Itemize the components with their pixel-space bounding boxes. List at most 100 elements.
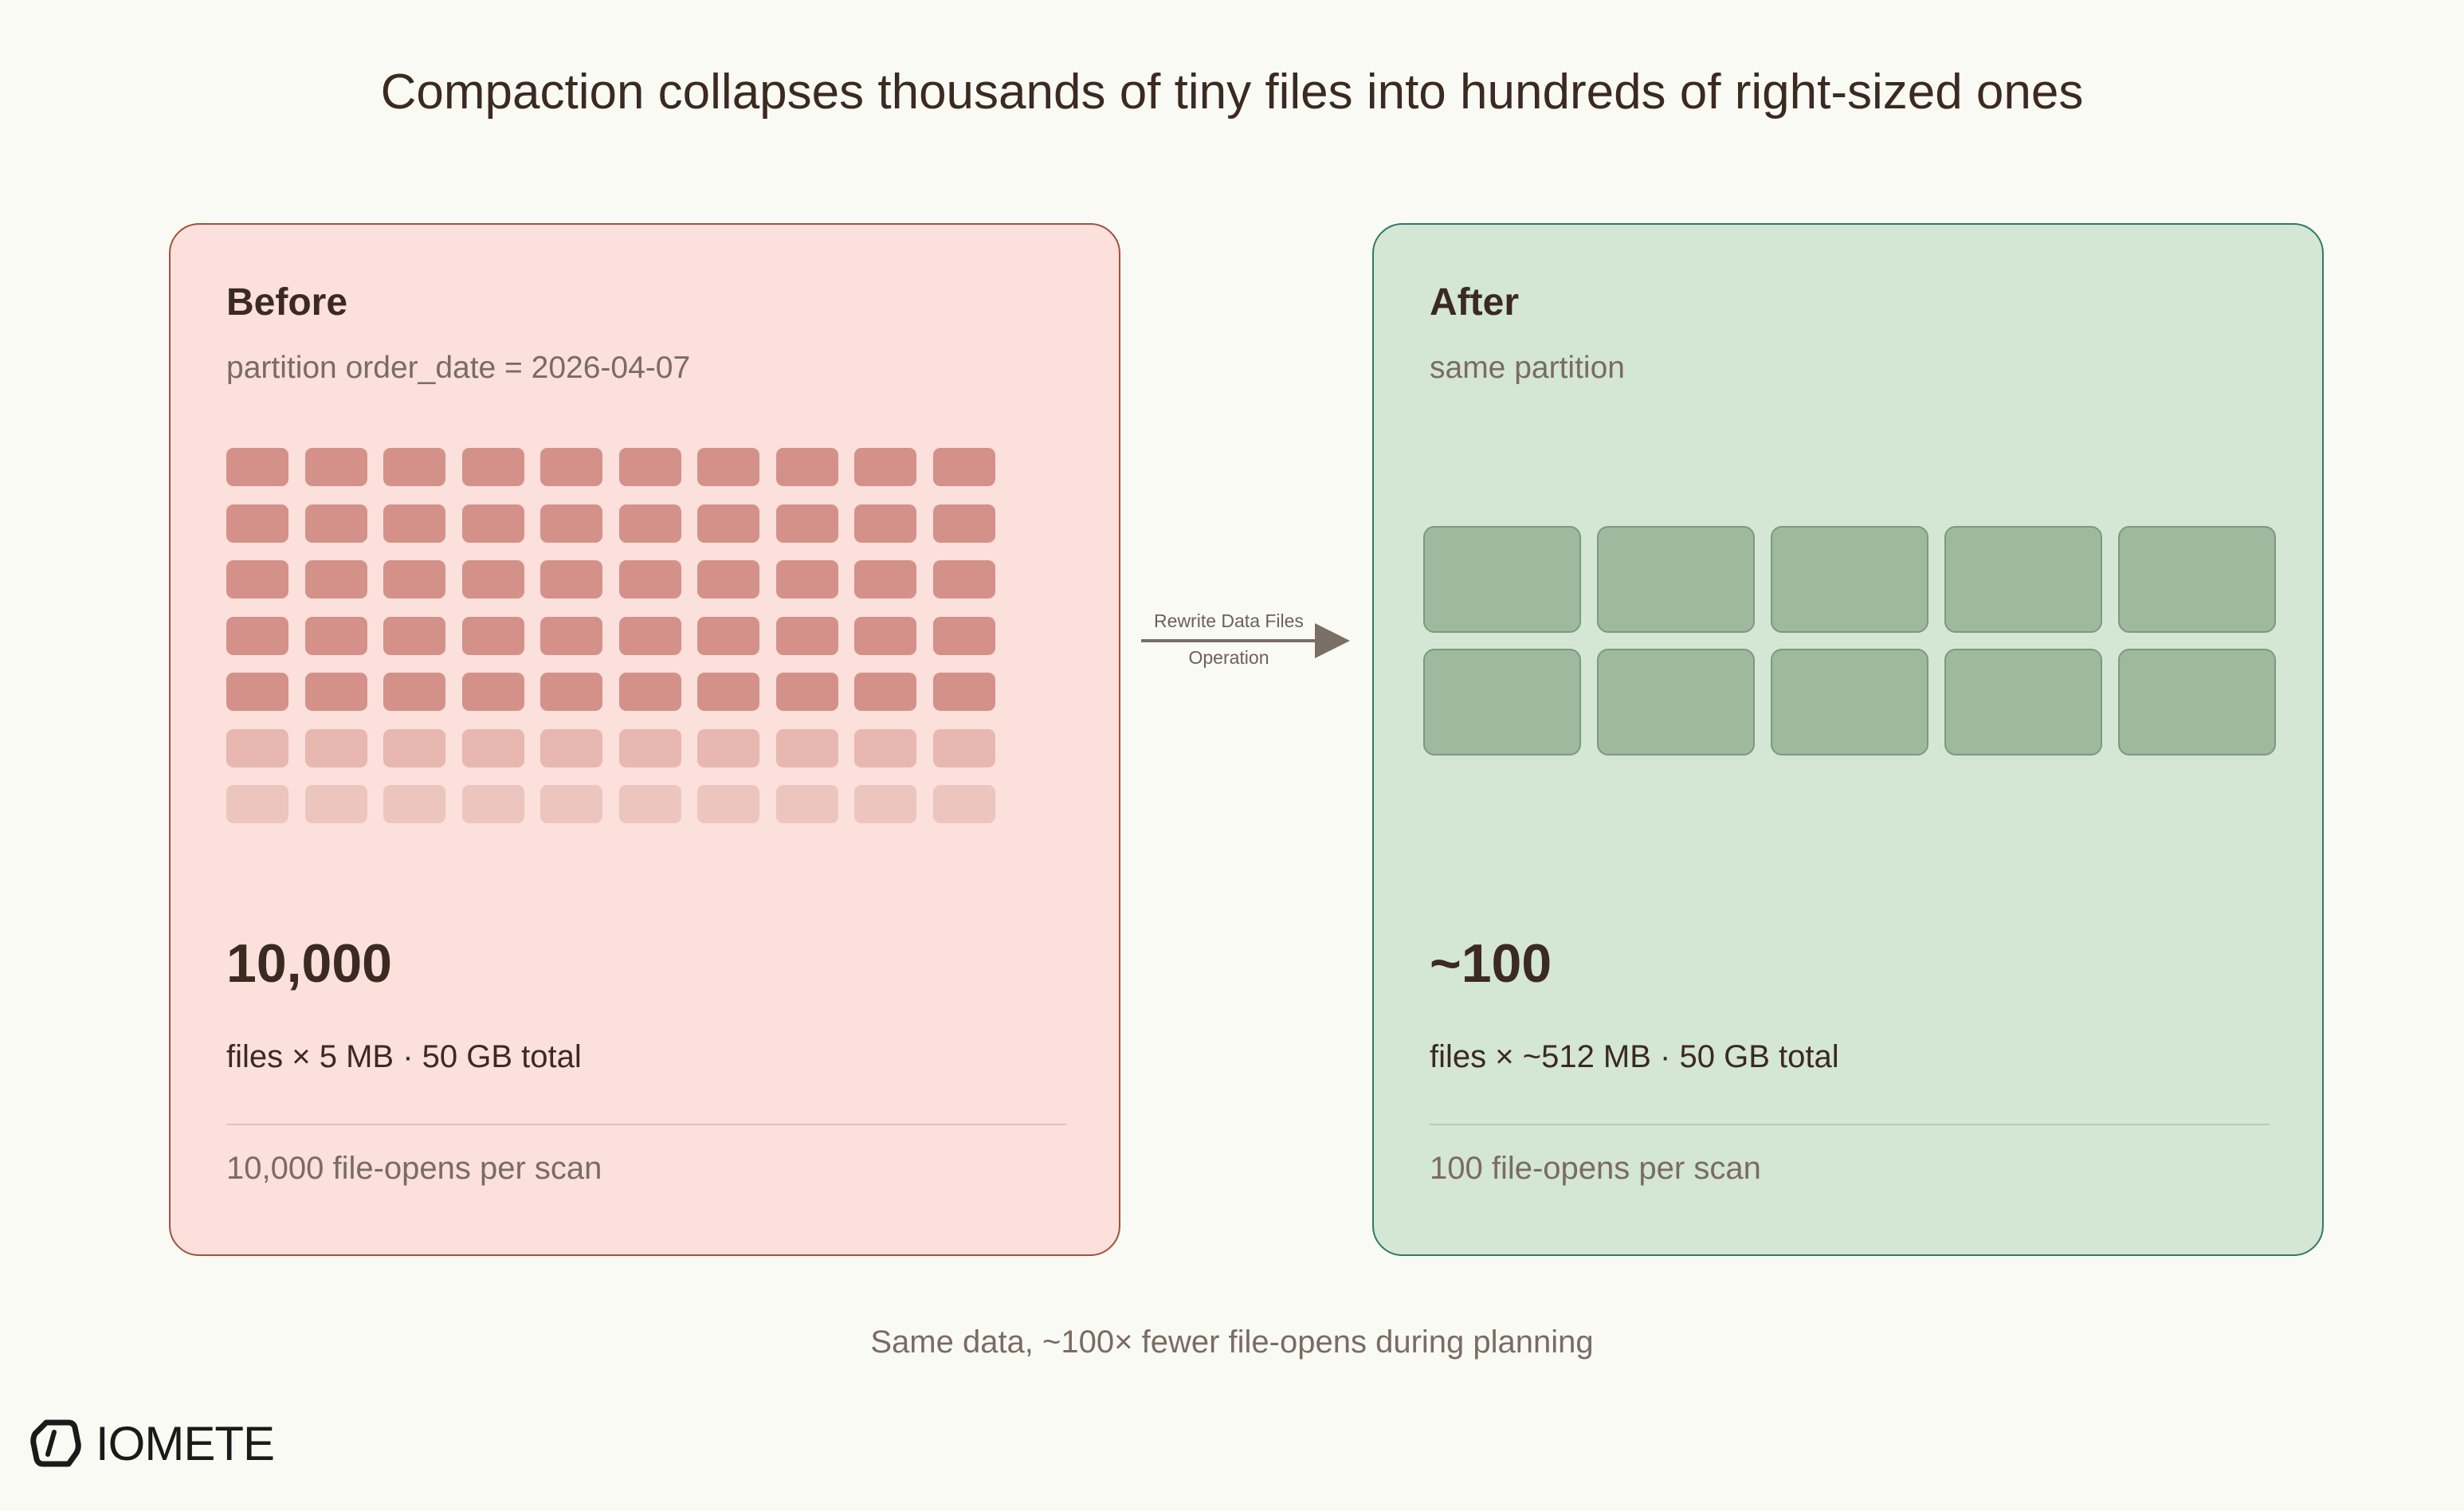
small-file-tile — [697, 728, 759, 767]
small-file-tile — [697, 616, 759, 655]
small-file-tile — [775, 728, 838, 767]
small-file-tile — [540, 728, 602, 767]
small-file-tile — [854, 560, 916, 599]
large-file-tile — [1423, 526, 1581, 633]
small-file-tile — [775, 785, 838, 823]
small-file-tile — [226, 616, 288, 655]
before-heading: Before — [226, 281, 348, 324]
small-file-tile — [854, 448, 916, 486]
small-file-tile — [383, 673, 445, 711]
after-footnote: 100 file-opens per scan — [1430, 1151, 1761, 1186]
small-file-tile — [304, 616, 367, 655]
large-file-tile — [2118, 649, 2276, 756]
small-file-tile — [618, 673, 681, 711]
small-file-tile — [226, 560, 288, 599]
arrow-label-line1: Rewrite Data Files — [1154, 610, 1304, 631]
small-file-tile — [383, 448, 445, 486]
after-file-detail: files × ~512 MB · 50 GB total — [1430, 1039, 1839, 1074]
after-file-tiles — [1423, 526, 2276, 756]
logo-text: IOMETE — [96, 1416, 275, 1470]
large-file-tile — [2118, 526, 2276, 633]
small-file-tile — [540, 785, 602, 823]
small-file-tile — [383, 504, 445, 543]
small-file-tile — [304, 785, 367, 823]
small-file-tile — [618, 728, 681, 767]
small-file-tile — [854, 728, 916, 767]
small-file-tile — [932, 728, 995, 767]
large-file-tile — [1423, 649, 1581, 756]
small-file-tile — [775, 673, 838, 711]
before-file-count: 10,000 — [226, 933, 392, 994]
small-file-tile — [932, 560, 995, 599]
small-file-tile — [461, 673, 524, 711]
small-file-tile — [618, 560, 681, 599]
rewrite-arrow: Rewrite Data Files Operation — [1135, 606, 1363, 682]
small-file-tile — [461, 560, 524, 599]
small-file-tile — [618, 785, 681, 823]
small-file-tile — [697, 673, 759, 711]
small-file-tile — [540, 560, 602, 599]
small-file-tile — [304, 728, 367, 767]
small-file-tile — [618, 616, 681, 655]
small-file-tile — [226, 728, 288, 767]
after-file-count: ~100 — [1430, 933, 1552, 994]
small-file-tile — [854, 673, 916, 711]
small-file-tile — [226, 785, 288, 823]
iomete-hexagon-icon — [30, 1419, 81, 1467]
small-file-tile — [775, 616, 838, 655]
small-file-tile — [697, 785, 759, 823]
before-panel: Before partition order_date = 2026-04-07… — [169, 223, 1120, 1256]
large-file-tile — [1597, 649, 1755, 756]
small-file-tile — [932, 785, 995, 823]
small-file-tile — [383, 560, 445, 599]
small-file-tile — [854, 785, 916, 823]
small-file-tile — [932, 616, 995, 655]
small-file-tile — [304, 560, 367, 599]
after-panel: After same partition ~100 files × ~512 M… — [1372, 223, 2324, 1256]
small-file-tile — [461, 616, 524, 655]
summary-caption: Same data, ~100× fewer file-opens during… — [870, 1325, 1594, 1360]
large-file-tile — [1944, 526, 2102, 633]
small-file-tile — [775, 448, 838, 486]
small-file-tile — [461, 504, 524, 543]
small-file-tile — [304, 448, 367, 486]
small-file-tile — [697, 504, 759, 543]
large-file-tile — [1944, 649, 2102, 756]
small-file-tile — [304, 673, 367, 711]
small-file-tile — [461, 448, 524, 486]
before-file-detail: files × 5 MB · 50 GB total — [226, 1039, 582, 1074]
small-file-tile — [932, 673, 995, 711]
small-file-tile — [697, 560, 759, 599]
before-footnote: 10,000 file-opens per scan — [226, 1151, 602, 1186]
large-file-tile — [1597, 526, 1755, 633]
small-file-tile — [540, 673, 602, 711]
small-file-tile — [540, 504, 602, 543]
before-subtitle: partition order_date = 2026-04-07 — [226, 351, 691, 385]
small-file-tile — [618, 504, 681, 543]
small-file-tile — [383, 785, 445, 823]
before-file-tiles — [226, 448, 995, 823]
arrow-label-line2: Operation — [1188, 647, 1269, 668]
small-file-tile — [383, 728, 445, 767]
small-file-tile — [618, 448, 681, 486]
small-file-tile — [226, 504, 288, 543]
small-file-tile — [854, 504, 916, 543]
small-file-tile — [461, 785, 524, 823]
after-heading: After — [1430, 281, 1520, 324]
small-file-tile — [383, 616, 445, 655]
small-file-tile — [775, 560, 838, 599]
small-file-tile — [932, 448, 995, 486]
large-file-tile — [1771, 526, 1928, 633]
small-file-tile — [461, 728, 524, 767]
small-file-tile — [226, 673, 288, 711]
small-file-tile — [775, 504, 838, 543]
small-file-tile — [540, 616, 602, 655]
right-arrow-icon — [1141, 623, 1350, 658]
small-file-tile — [540, 448, 602, 486]
small-file-tile — [304, 504, 367, 543]
large-file-tile — [1771, 649, 1928, 756]
after-subtitle: same partition — [1430, 351, 1625, 385]
after-divider — [1430, 1124, 2270, 1125]
small-file-tile — [854, 616, 916, 655]
small-file-tile — [932, 504, 995, 543]
